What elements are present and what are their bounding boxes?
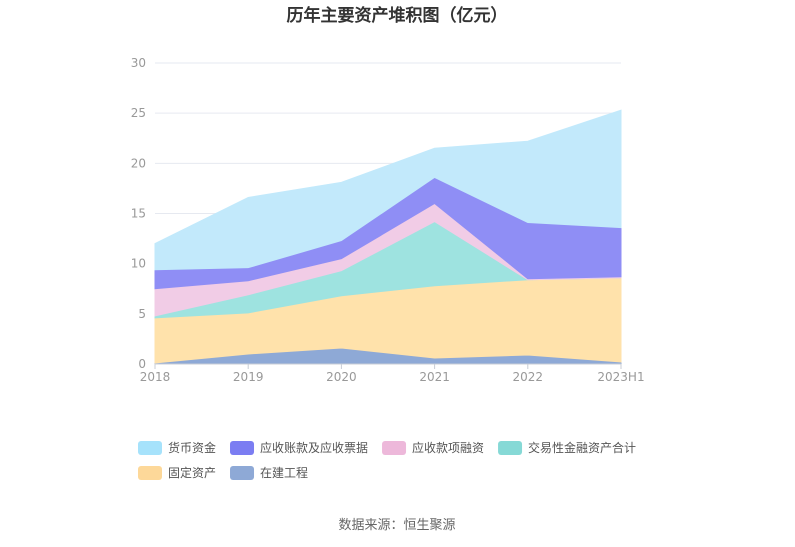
legend-label[interactable]: 在建工程 (260, 465, 308, 480)
legend-swatch[interactable] (498, 441, 523, 455)
y-tick-label: 0 (138, 357, 146, 371)
x-tick-label: 2021 (419, 370, 450, 384)
legend-swatch[interactable] (382, 441, 407, 455)
legend-label[interactable]: 应收账款及应收票据 (260, 440, 368, 455)
legend-label[interactable]: 固定资产 (168, 465, 216, 480)
x-tick-label: 2018 (140, 370, 171, 384)
x-tick-label: 2023H1 (597, 370, 644, 384)
x-tick-label: 2019 (233, 370, 264, 384)
axes: 0 5 10 15 20 25 30 2018 2019 2020 2021 2022 2023H1 (131, 56, 645, 384)
y-tick-label: 10 (131, 257, 146, 271)
legend-swatch[interactable] (230, 441, 255, 455)
legend-label[interactable]: 交易性金融资产合计 (528, 440, 636, 455)
legend-label[interactable]: 应收款项融资 (412, 440, 484, 455)
data-source: 数据来源：恒生聚源 (338, 518, 455, 533)
chart-title: 历年主要资产堆积图（亿元） (287, 5, 508, 26)
x-tick-label: 2022 (513, 370, 544, 384)
legend-swatch[interactable] (230, 466, 255, 480)
area-series (154, 109, 622, 365)
y-tick-label: 20 (131, 156, 146, 170)
y-tick-label: 5 (138, 307, 146, 321)
y-tick-label: 25 (131, 106, 146, 120)
y-tick-label: 15 (131, 207, 146, 221)
legend-swatch[interactable] (138, 466, 162, 480)
area-e8b4a7e5b881e8b584e98791 (154, 109, 622, 271)
y-tick-label: 30 (131, 56, 146, 70)
legend-label[interactable]: 货币资金 (168, 440, 216, 455)
x-tick-label: 2020 (326, 370, 357, 384)
legend-swatch[interactable] (138, 441, 162, 455)
